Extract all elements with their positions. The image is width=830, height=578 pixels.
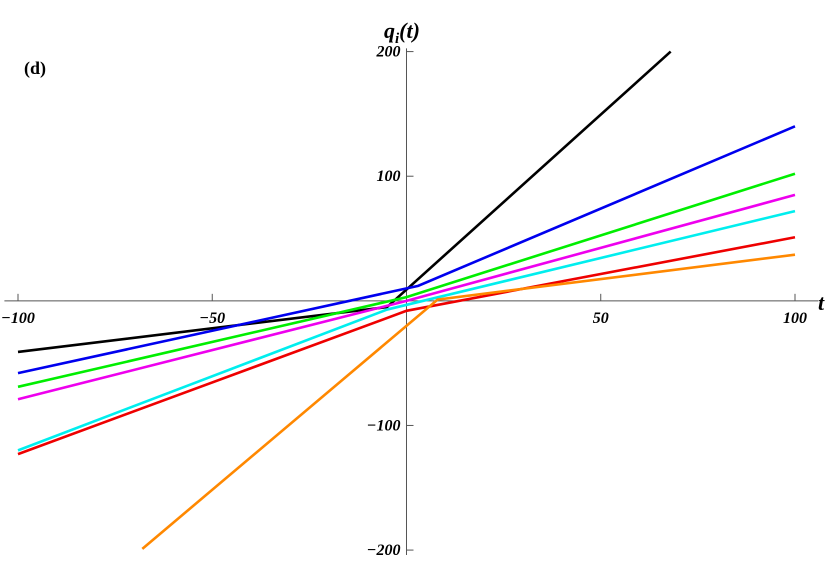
y-label-base: q [384,18,395,43]
series-line [17,209,796,452]
y-tick-label: −200 [367,542,401,559]
x-tick-label: 100 [783,310,807,327]
y-axis-label: qi(t) [384,18,420,47]
y-label-rest: (t) [399,18,420,43]
series-line [17,172,796,389]
x-tick-label: −50 [199,310,225,327]
series-line [17,235,796,456]
y-tick-label: −100 [367,417,401,434]
x-tick-label: 50 [593,310,609,327]
y-label-sub: i [395,31,400,47]
x-axis-label: t [818,290,825,315]
series-line [141,253,796,550]
panel-label: (d) [24,58,46,79]
series-line [17,50,672,354]
y-tick-label: 100 [376,168,400,185]
series-line [17,125,796,375]
y-tick-label: 200 [375,44,400,61]
x-tick-label: −100 [1,310,35,327]
series-line [17,193,796,401]
